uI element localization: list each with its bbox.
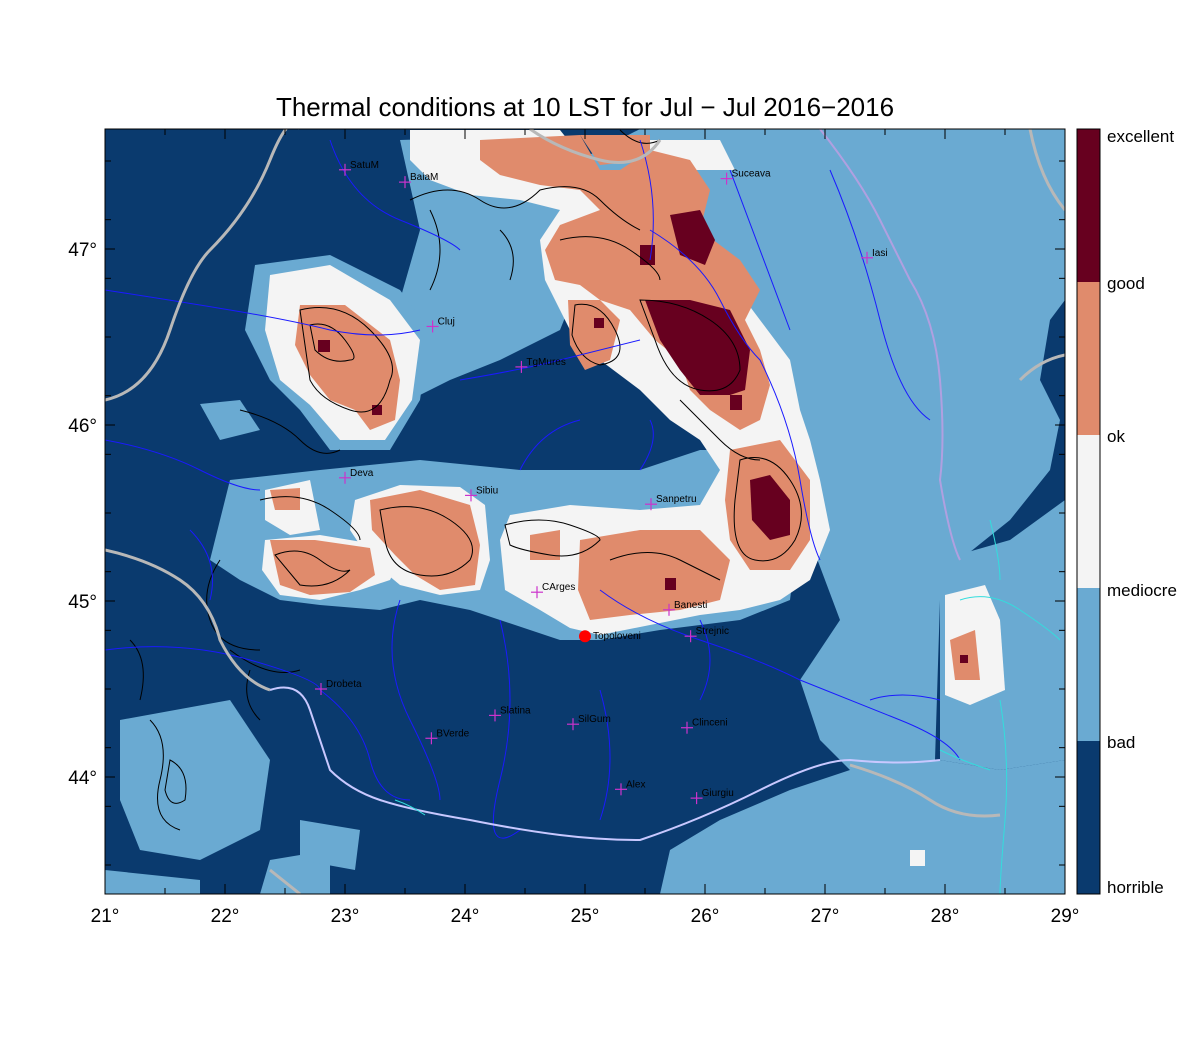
excellent-zones [318,210,968,663]
y-axis-labels: 44° 45° 46° 47° [68,240,97,789]
city-label: Banesti [674,600,707,611]
city-label: Slatina [500,705,531,716]
city-label: SilGum [578,714,611,725]
city-label: BaiaM [410,172,438,183]
map-area [105,129,1065,894]
legend-ok-swatch [1077,435,1100,588]
map-title: Thermal conditions at 10 LST for Jul − J… [275,92,895,122]
eastern-border [819,129,961,561]
city-label: SatuM [350,160,379,171]
city-label: Strejnic [696,626,729,637]
legend-label-bad: bad [1107,733,1135,752]
city-satum: SatuM [339,160,379,176]
y-tick-label: 47° [68,240,97,261]
legend-label-good: good [1107,274,1145,293]
city-markers: SatuM BaiaM Suceava Iasi Cluj TgMures Deva Sibi… [315,160,888,805]
city-silgum: SilGum [567,714,611,731]
legend-horrible-swatch [1077,741,1100,894]
city-slatina: Slatina [489,705,531,722]
legend: excellent good ok mediocre bad horrible [1076,127,1177,897]
highlight-location: Topoloveni [579,630,641,643]
city-carges: CArges [531,582,575,599]
danube-river [269,686,941,842]
x-tick-label: 22° [211,906,240,927]
x-tick-label: 26° [691,906,720,927]
city-baiam: BaiaM [399,172,438,189]
city-cluj: Cluj [426,316,455,333]
city-label: TgMures [526,357,565,368]
highlight-label: Topoloveni [593,631,641,642]
legend-bad-swatch [1077,588,1100,741]
y-tick-label: 46° [68,416,97,437]
city-label: Sanpetru [656,494,697,505]
legend-label-excellent: excellent [1107,127,1174,146]
city-deva: Deva [339,468,374,484]
x-tick-label: 21° [91,906,120,927]
city-label: CArges [542,582,575,593]
city-alex: Alex [615,779,645,796]
x-tick-label: 25° [571,906,600,927]
rivers [105,139,961,839]
axis-ticks [104,129,1066,894]
city-label: Giurgiu [702,788,734,799]
city-banesti: Banesti [663,600,707,616]
city-bverde: BVerde [425,728,470,745]
x-tick-label: 27° [811,906,840,927]
city-label: Deva [350,468,374,479]
city-sanpetru: Sanpetru [645,494,697,511]
relief-contours [129,129,802,831]
city-label: Sibiu [476,485,498,496]
legend-excellent-swatch [1077,129,1100,282]
city-label: Suceava [732,169,771,180]
city-clinceni: Clinceni [681,718,728,734]
highlight-dot [579,630,591,643]
city-label: BVerde [436,728,469,739]
city-suceava: Suceava [720,169,771,185]
city-drobeta: Drobeta [315,679,362,695]
city-label: Iasi [872,248,888,259]
legend-label-mediocre: mediocre [1107,581,1177,600]
legend-good-swatch [1077,282,1100,435]
city-tgmures: TgMures [515,357,566,373]
legend-label-ok: ok [1107,427,1125,446]
city-iasi: Iasi [861,248,888,264]
legend-frame [1076,128,1101,895]
legend-label-horrible: horrible [1107,878,1164,897]
city-label: Cluj [438,316,455,327]
city-strejnic: Strejnic [684,626,729,643]
y-tick-label: 45° [68,592,97,613]
city-label: Alex [626,779,645,790]
city-label: Clinceni [692,718,728,729]
coastline [394,519,1061,894]
city-sibiu: Sibiu [465,485,498,502]
city-giurgiu: Giurgiu [690,788,734,805]
x-tick-label: 28° [931,906,960,927]
x-tick-label: 29° [1051,906,1080,927]
x-tick-label: 24° [451,906,480,927]
city-label: Drobeta [326,679,362,690]
country-borders [105,129,1065,894]
y-tick-label: 44° [68,768,97,789]
x-tick-label: 23° [331,906,360,927]
x-axis-labels: 21° 22° 23° 24° 25° 26° 27° 28° 29° [91,906,1080,927]
